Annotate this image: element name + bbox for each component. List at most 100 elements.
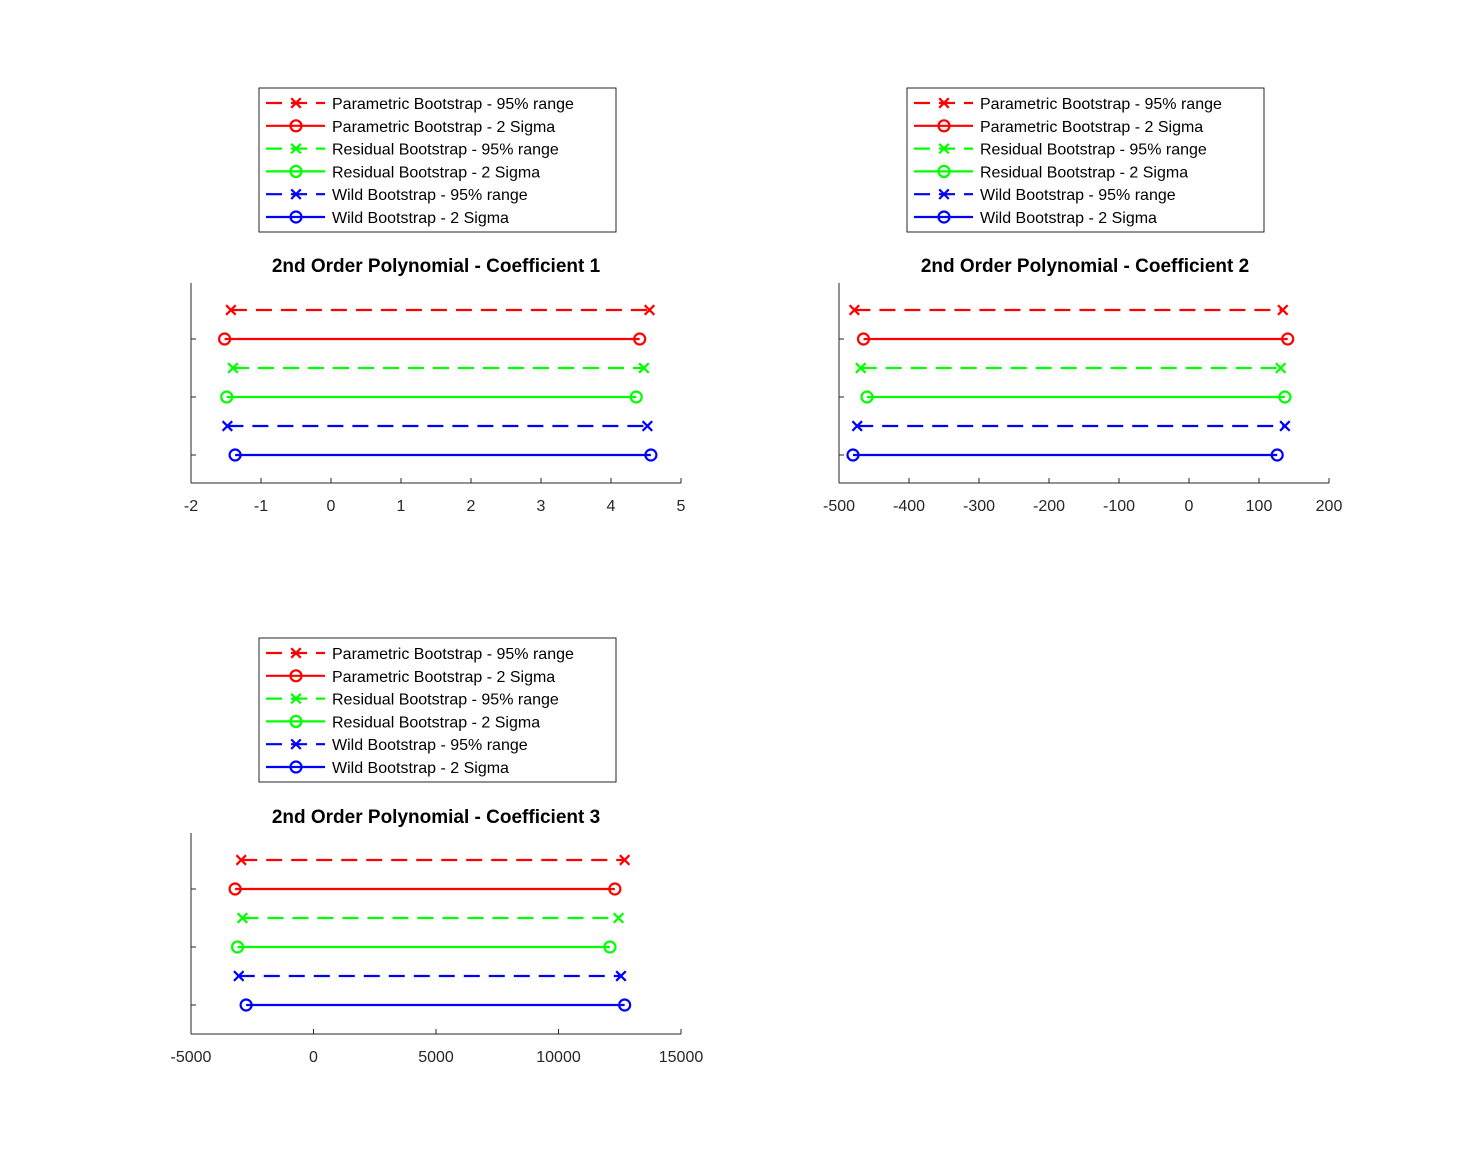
legend-entry: Parametric Bootstrap - 2 Sigma: [914, 119, 1203, 136]
range-low-marker: [220, 390, 234, 404]
range-high-marker: [1279, 420, 1291, 432]
range-low-marker: [239, 998, 253, 1012]
range-low-marker: [851, 420, 863, 432]
series-range-3: [855, 362, 1287, 374]
legend-marker: [938, 97, 950, 109]
range-high-marker: [603, 940, 617, 954]
range-low-marker: [228, 448, 242, 462]
legend-entry: Wild Bootstrap - 95% range: [914, 187, 1176, 204]
series-range-2: [218, 332, 647, 346]
series-range-4: [220, 390, 643, 404]
x-tick-label: 1: [397, 498, 406, 515]
x-tick-label: -200: [1033, 498, 1065, 515]
range-high-marker: [608, 882, 622, 896]
range-low-marker: [233, 970, 245, 982]
legend-entry: Residual Bootstrap - 95% range: [914, 142, 1207, 159]
x-tick-label: -100: [1103, 498, 1135, 515]
legend-marker: [290, 143, 302, 155]
legend-marker: [290, 738, 302, 750]
series-range-5: [233, 970, 627, 982]
range-low-marker: [860, 390, 874, 404]
legend-entry: Residual Bootstrap - 2 Sigma: [266, 164, 540, 181]
legend-label: Residual Bootstrap - 95% range: [332, 692, 559, 709]
legend-label: Wild Bootstrap - 95% range: [332, 187, 528, 204]
legend: Parametric Bootstrap - 95% range Parametr…: [906, 87, 1265, 233]
x-tick-label: 15000: [659, 1049, 704, 1066]
legend-marker: [289, 164, 303, 178]
legend-marker: [290, 647, 302, 659]
legend-label: Parametric Bootstrap - 95% range: [332, 646, 574, 663]
x-tick-label: -2: [184, 498, 198, 515]
range-low-marker: [236, 912, 249, 924]
x-tick-label: 0: [309, 1049, 318, 1066]
range-high-marker: [633, 332, 647, 346]
legend-entry: Wild Bootstrap - 2 Sigma: [266, 760, 509, 777]
x-tick-label: -400: [893, 498, 925, 515]
legend-entry: Residual Bootstrap - 2 Sigma: [266, 714, 540, 731]
range-high-marker: [1277, 304, 1289, 316]
legend-label: Parametric Bootstrap - 2 Sigma: [332, 669, 555, 686]
range-low-marker: [230, 940, 245, 954]
legend-entry: Parametric Bootstrap - 95% range: [266, 646, 574, 663]
legend-marker: [937, 210, 951, 224]
series-range-1: [848, 304, 1289, 316]
range-low-marker: [846, 448, 860, 462]
chart-title: 2nd Order Polynomial - Coefficient 1: [272, 256, 601, 277]
legend-label: Residual Bootstrap - 2 Sigma: [332, 714, 540, 731]
chart-title: 2nd Order Polynomial - Coefficient 2: [921, 256, 1249, 277]
legend-label: Parametric Bootstrap - 95% range: [980, 96, 1222, 113]
legend-marker: [289, 714, 303, 729]
legend-label: Residual Bootstrap - 2 Sigma: [332, 164, 540, 181]
x-tick-label: 5: [677, 498, 686, 515]
range-high-marker: [1275, 362, 1287, 374]
legend-box: [258, 637, 617, 783]
legend-marker: [289, 760, 303, 774]
legend-label: Wild Bootstrap - 2 Sigma: [332, 760, 509, 777]
legend-marker: [289, 119, 303, 133]
x-tick-label: 0: [1185, 498, 1194, 515]
chart-panel-3: 2nd Order Polynomial - Coefficient 3 -500…: [171, 637, 704, 1066]
legend-label: Parametric Bootstrap - 95% range: [332, 96, 574, 113]
legend-entry: Residual Bootstrap - 95% range: [266, 142, 559, 159]
legend-marker: [290, 693, 302, 705]
legend-entry: Wild Bootstrap - 2 Sigma: [266, 210, 509, 227]
range-low-marker: [228, 882, 242, 896]
legend-box: [906, 87, 1265, 233]
legend-marker: [289, 210, 303, 224]
legend-marker: [290, 97, 302, 109]
x-tick-label: 10000: [536, 1049, 581, 1066]
x-tick-label: 3: [537, 498, 546, 515]
x-tick-label: -5000: [171, 1049, 212, 1066]
x-tick-label: -300: [963, 498, 995, 515]
legend-marker: [937, 119, 951, 133]
series-range-6: [239, 998, 632, 1012]
series-range-5: [851, 420, 1291, 432]
legend-label: Residual Bootstrap - 95% range: [332, 142, 559, 159]
series-range-1: [235, 854, 631, 866]
x-tick-label: 100: [1246, 498, 1273, 515]
legend: Parametric Bootstrap - 95% range Parametr…: [258, 637, 617, 783]
series-range-1: [225, 304, 656, 316]
legend-entry: Residual Bootstrap - 2 Sigma: [914, 164, 1188, 181]
range-low-marker: [218, 332, 232, 346]
range-high-marker: [619, 854, 631, 866]
range-high-marker: [1270, 448, 1284, 462]
legend-label: Wild Bootstrap - 2 Sigma: [980, 210, 1157, 227]
legend-marker: [938, 188, 950, 200]
range-low-marker: [848, 304, 860, 316]
legend-marker: [938, 143, 950, 155]
legend-entry: Wild Bootstrap - 95% range: [266, 187, 528, 204]
legend-label: Wild Bootstrap - 2 Sigma: [332, 210, 509, 227]
series-range-6: [228, 448, 658, 462]
legend-label: Parametric Bootstrap - 2 Sigma: [980, 119, 1203, 136]
range-low-marker: [235, 854, 247, 866]
range-high-marker: [641, 420, 653, 432]
range-high-marker: [612, 912, 625, 924]
legend-entry: Residual Bootstrap - 95% range: [266, 692, 559, 709]
legend-label: Residual Bootstrap - 95% range: [980, 142, 1207, 159]
x-tick-label: 4: [607, 498, 616, 515]
range-high-marker: [1278, 390, 1292, 404]
x-tick-label: 5000: [418, 1049, 454, 1066]
series-range-2: [856, 332, 1295, 346]
x-tick-label: -1: [254, 498, 268, 515]
